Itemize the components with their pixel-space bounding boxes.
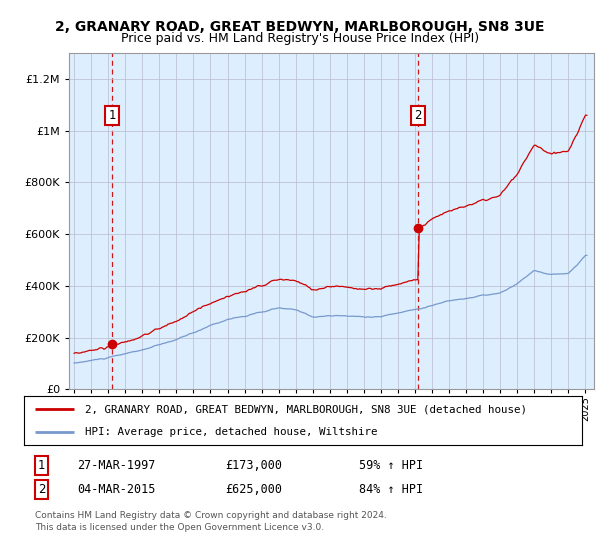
Text: 04-MAR-2015: 04-MAR-2015 [77,483,155,496]
Text: This data is licensed under the Open Government Licence v3.0.: This data is licensed under the Open Gov… [35,524,324,533]
Text: 84% ↑ HPI: 84% ↑ HPI [359,483,423,496]
Text: 1: 1 [108,109,116,122]
Text: £625,000: £625,000 [225,483,282,496]
Text: 2: 2 [414,109,422,122]
Text: Contains HM Land Registry data © Crown copyright and database right 2024.: Contains HM Land Registry data © Crown c… [35,511,387,520]
Text: £173,000: £173,000 [225,459,282,472]
Text: 59% ↑ HPI: 59% ↑ HPI [359,459,423,472]
Text: 2, GRANARY ROAD, GREAT BEDWYN, MARLBOROUGH, SN8 3UE: 2, GRANARY ROAD, GREAT BEDWYN, MARLBOROU… [55,20,545,34]
Text: Price paid vs. HM Land Registry's House Price Index (HPI): Price paid vs. HM Land Registry's House … [121,32,479,45]
Text: 27-MAR-1997: 27-MAR-1997 [77,459,155,472]
Text: 2: 2 [38,483,46,496]
Text: HPI: Average price, detached house, Wiltshire: HPI: Average price, detached house, Wilt… [85,427,378,437]
Text: 1: 1 [38,459,46,472]
Text: 2, GRANARY ROAD, GREAT BEDWYN, MARLBOROUGH, SN8 3UE (detached house): 2, GRANARY ROAD, GREAT BEDWYN, MARLBOROU… [85,404,527,414]
